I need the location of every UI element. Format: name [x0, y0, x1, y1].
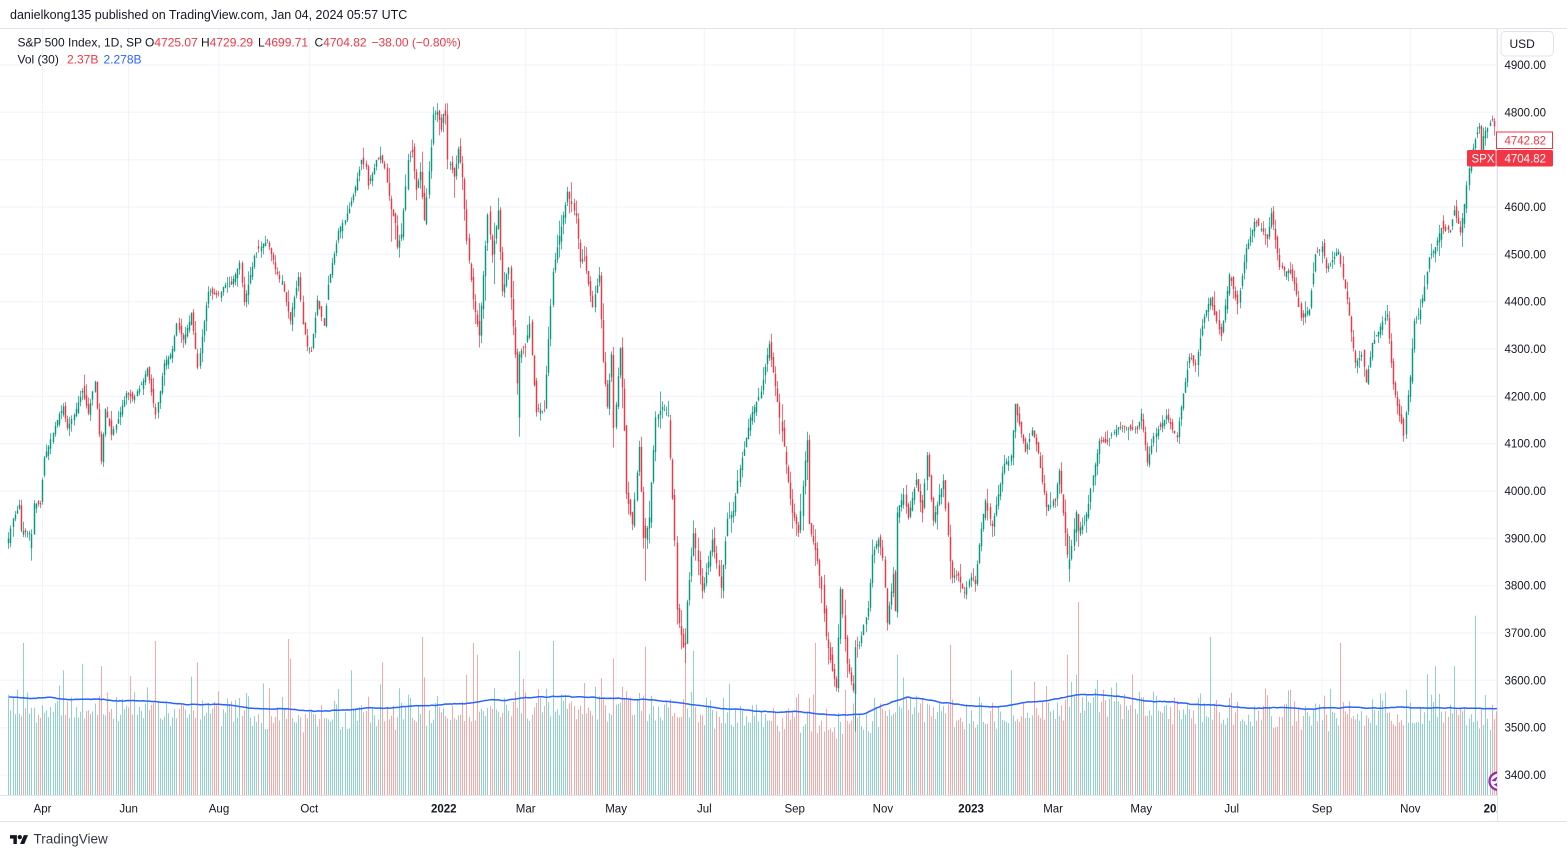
svg-text:3400.00: 3400.00: [1505, 770, 1547, 782]
svg-text:4900.00: 4900.00: [1505, 60, 1547, 72]
svg-text:4704.82: 4704.82: [1505, 154, 1547, 166]
svg-text:SPX: SPX: [1472, 154, 1495, 166]
svg-text:4500.00: 4500.00: [1505, 249, 1547, 261]
svg-text:3500.00: 3500.00: [1505, 723, 1547, 735]
svg-text:L4699.71: L4699.71: [258, 36, 308, 50]
svg-text:3800.00: 3800.00: [1505, 581, 1547, 593]
svg-text:Oct: Oct: [300, 804, 319, 816]
svg-text:May: May: [605, 804, 627, 816]
svg-text:4800.00: 4800.00: [1505, 107, 1547, 119]
svg-text:S&P 500 Index, 1D, SP: S&P 500 Index, 1D, SP: [18, 36, 143, 50]
svg-text:Jun: Jun: [119, 804, 138, 816]
svg-text:4000.00: 4000.00: [1505, 486, 1547, 498]
svg-text:4200.00: 4200.00: [1505, 391, 1547, 403]
svg-text:H4729.29: H4729.29: [201, 36, 253, 50]
svg-text:−38.00 (−0.80%): −38.00 (−0.80%): [372, 36, 461, 50]
svg-text:3700.00: 3700.00: [1505, 628, 1547, 640]
svg-text:O4725.07: O4725.07: [145, 36, 198, 50]
svg-text:Aug: Aug: [209, 804, 229, 816]
svg-text:4600.00: 4600.00: [1505, 202, 1547, 214]
svg-text:2024: 2024: [1484, 804, 1510, 816]
svg-text:USD: USD: [1510, 37, 1536, 51]
svg-text:May: May: [1130, 804, 1152, 816]
svg-text:Jul: Jul: [697, 804, 712, 816]
svg-text:danielkong135 published on Tra: danielkong135 published on TradingView.c…: [10, 8, 407, 22]
svg-text:2022: 2022: [431, 804, 457, 816]
svg-text:Sep: Sep: [784, 804, 804, 816]
svg-text:Sep: Sep: [1312, 804, 1332, 816]
svg-text:TradingView: TradingView: [34, 832, 109, 847]
svg-text:4400.00: 4400.00: [1505, 297, 1547, 309]
svg-text:4100.00: 4100.00: [1505, 439, 1547, 451]
svg-text:2.37B: 2.37B: [67, 53, 98, 67]
svg-text:C4704.82: C4704.82: [315, 36, 367, 50]
svg-text:3900.00: 3900.00: [1505, 533, 1547, 545]
svg-text:2.278B: 2.278B: [104, 53, 142, 67]
svg-text:4300.00: 4300.00: [1505, 344, 1547, 356]
svg-text:Jul: Jul: [1224, 804, 1239, 816]
svg-text:Nov: Nov: [873, 804, 894, 816]
svg-text:4742.82: 4742.82: [1505, 136, 1547, 148]
svg-text:Nov: Nov: [1400, 804, 1421, 816]
svg-text:Mar: Mar: [516, 804, 536, 816]
svg-text:Vol (30): Vol (30): [18, 53, 59, 67]
svg-text:2023: 2023: [958, 804, 984, 816]
svg-text:Apr: Apr: [34, 804, 52, 816]
svg-text:3600.00: 3600.00: [1505, 675, 1547, 687]
svg-text:Mar: Mar: [1043, 804, 1063, 816]
